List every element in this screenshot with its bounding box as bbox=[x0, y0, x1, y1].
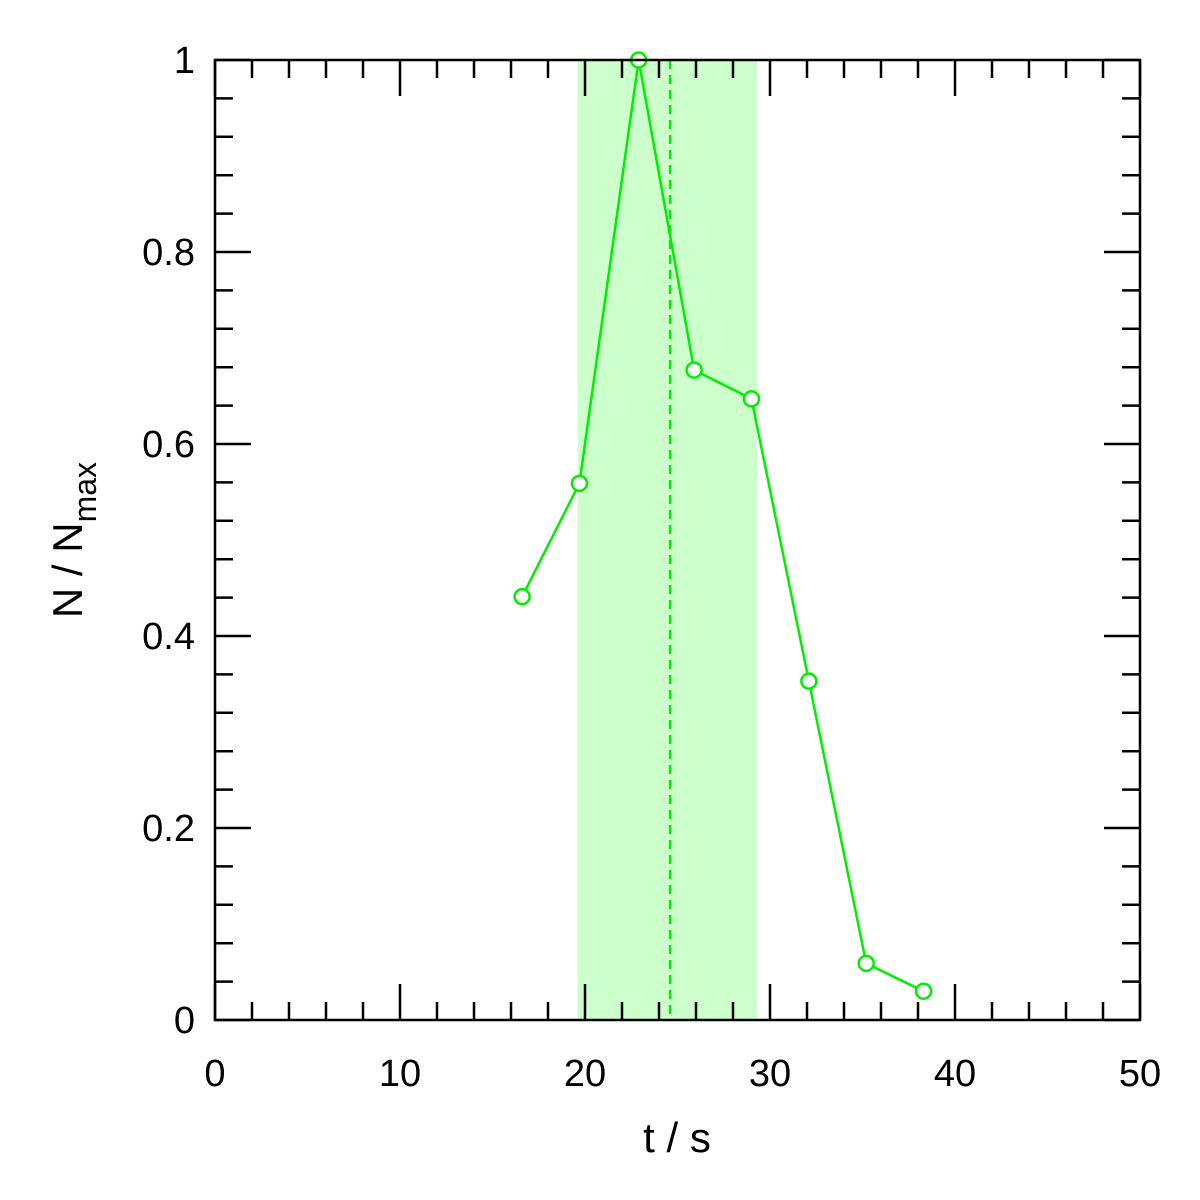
y-tick-label: 0.2 bbox=[142, 808, 195, 850]
plot-frame bbox=[213, 58, 1142, 1022]
data-point bbox=[857, 954, 875, 973]
x-axis-title: t / s bbox=[643, 1114, 711, 1161]
y-tick-label: 0 bbox=[174, 1000, 195, 1042]
x-tick-label: 20 bbox=[564, 1053, 606, 1095]
shaded-band bbox=[577, 60, 758, 1020]
y-tick-label: 1 bbox=[174, 40, 195, 82]
x-tick-label: 30 bbox=[749, 1053, 791, 1095]
y-tick-label: 0.6 bbox=[142, 424, 195, 466]
x-tick-label: 10 bbox=[379, 1053, 421, 1095]
series-layer bbox=[513, 51, 933, 1000]
y-axis-title-subscript: max bbox=[67, 462, 103, 522]
y-tick-label: 0.4 bbox=[142, 616, 195, 658]
y-axis-title: N / Nmax bbox=[44, 462, 103, 618]
x-tick-label: 50 bbox=[1119, 1053, 1161, 1095]
data-point bbox=[513, 587, 531, 606]
shaded-band-layer bbox=[577, 60, 758, 1020]
data-point bbox=[685, 361, 703, 379]
tick-layer bbox=[213, 58, 1142, 1022]
data-point bbox=[800, 672, 818, 690]
tick-label-layer: 0 10 20 30 40 50 0 0.2 0.4 0.6 0.8 1 bbox=[142, 40, 1161, 1095]
series-line bbox=[520, 59, 925, 993]
y-axis-title-main: N / N bbox=[44, 522, 91, 618]
data-point bbox=[570, 474, 589, 493]
data-point bbox=[742, 390, 761, 408]
x-tick-label: 0 bbox=[204, 1053, 225, 1095]
x-tick-label: 40 bbox=[934, 1053, 976, 1095]
data-point bbox=[914, 982, 933, 1000]
y-tick-label: 0.8 bbox=[142, 232, 195, 274]
